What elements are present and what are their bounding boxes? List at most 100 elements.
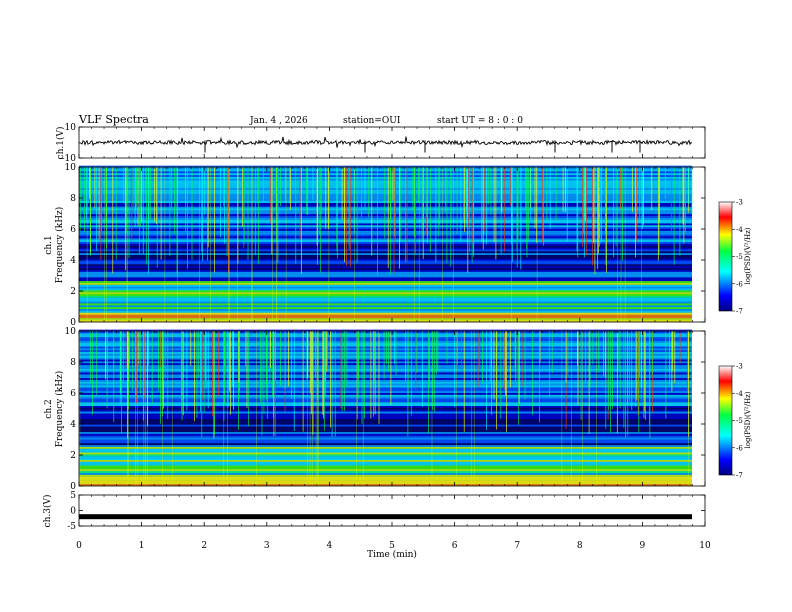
- spectrogram-band: [79, 348, 692, 351]
- spectrogram-band: [79, 178, 692, 181]
- spectrogram-band: [79, 456, 692, 459]
- spectrogram-band: [79, 476, 692, 479]
- y-tick-label: 8: [70, 194, 76, 204]
- ch1-spectrogram-spikes: [79, 167, 693, 322]
- x-tick-label: 9: [640, 541, 646, 551]
- spectrogram-band: [79, 392, 692, 395]
- colorbar-tick-label: -5: [736, 417, 743, 425]
- spectrogram-band: [79, 292, 692, 295]
- spectrogram-band: [79, 379, 692, 382]
- spectrogram-band: [79, 482, 692, 485]
- spectrogram-band: [79, 389, 692, 392]
- spectrogram-band: [79, 391, 692, 393]
- colorbar-tick-label: -7: [736, 472, 743, 480]
- figure-title: VLF Spectra: [78, 113, 149, 126]
- y-tick-label: 6: [70, 225, 76, 235]
- spectrogram-band: [79, 467, 692, 470]
- spectrogram-band: [79, 484, 692, 486]
- date-label: Jan. 4 , 2026: [249, 116, 308, 126]
- ch1-waveform-trace: [78, 136, 693, 149]
- spectrogram-band: [79, 320, 692, 322]
- spectrogram-band: [79, 201, 692, 203]
- spectrogram-band: [79, 204, 692, 207]
- y-tick-label: 0: [70, 507, 76, 517]
- spectrogram-band: [79, 471, 692, 473]
- spectrogram-band: [79, 424, 692, 427]
- ch3-waveform-trace: [79, 514, 692, 520]
- spectrogram-band: [79, 376, 692, 379]
- colorbar-ticks: -3 -4 -5 -6 -7 -3 -4 -5 -6 -7: [732, 199, 743, 480]
- x-tick-label: 2: [201, 541, 207, 551]
- spectrogram-band: [79, 184, 692, 187]
- spectrogram-band: [79, 295, 692, 298]
- spectrogram-band: [79, 251, 692, 254]
- spectrogram-band: [79, 208, 692, 211]
- spectrogram-band: [79, 474, 692, 477]
- spectrogram-band: [79, 288, 692, 291]
- y-tick-label: 4: [70, 256, 76, 266]
- ch3-waveform-frame: [78, 494, 706, 527]
- spectrogram-band: [79, 314, 692, 317]
- ch1-waveform-ylabel: ch.1(V): [55, 127, 66, 160]
- spectrogram-band: [79, 227, 692, 229]
- spectrogram-band: [79, 199, 692, 202]
- spectrogram-band: [79, 267, 692, 270]
- spectrogram-band: [79, 260, 692, 263]
- spectrogram-band: [79, 444, 692, 447]
- spectrogram-band: [79, 228, 692, 231]
- spectrogram-band: [79, 312, 692, 315]
- spectrogram-band: [79, 411, 692, 414]
- x-tick-label: 7: [514, 541, 520, 551]
- spectrogram-band: [79, 368, 692, 371]
- spectrogram-band: [79, 366, 692, 369]
- spectrogram-band: [79, 385, 692, 388]
- spectrogram-band: [79, 407, 692, 410]
- spectrogram-band: [79, 480, 692, 483]
- colorbar-tick-label: -7: [736, 308, 743, 316]
- spectrogram-band: [79, 247, 692, 250]
- spectrogram-band: [79, 187, 692, 190]
- spectrogram-band: [79, 422, 692, 425]
- spectrogram-band: [79, 418, 692, 421]
- y-tick-label: 8: [70, 358, 76, 368]
- spectrogram-band: [79, 355, 692, 358]
- spectrogram-band: [79, 461, 692, 464]
- spectrogram-band: [79, 219, 692, 222]
- spectrogram-band: [79, 206, 692, 209]
- spectrogram-band: [79, 381, 692, 384]
- spectrogram-band: [79, 256, 692, 259]
- spectrogram-band: [79, 383, 692, 386]
- spectrogram-band: [79, 374, 692, 377]
- spectrogram-band: [79, 180, 692, 183]
- ch1-colorbar-label: log(PSD)(V²/Hz): [744, 227, 752, 284]
- spectrogram-band: [79, 316, 692, 319]
- colorbar-tick-label: -5: [736, 253, 743, 261]
- spectrogram-band: [79, 305, 692, 308]
- spectrogram-band: [79, 249, 692, 252]
- spectrogram-band: [79, 439, 692, 442]
- spectrogram-band: [79, 353, 692, 356]
- spectrogram-band: [79, 394, 692, 397]
- spectrogram-band: [79, 221, 692, 224]
- spectrogram-band: [79, 230, 692, 233]
- spectrogram-band: [79, 167, 692, 170]
- x-tick-label: 6: [452, 541, 458, 551]
- spectrogram-band: [79, 303, 692, 306]
- spectrogram-band: [79, 409, 692, 412]
- spectrogram-band: [79, 426, 692, 429]
- spectrogram-band: [79, 243, 692, 246]
- spectrogram-band: [79, 169, 692, 172]
- spectrogram-band: [79, 307, 692, 309]
- ch2-spectrogram-bands: [79, 329, 692, 486]
- ch2-spectrogram-ylabel: Frequency (kHz): [54, 371, 65, 448]
- spectrogram-band: [79, 282, 692, 285]
- colorbar-tick-label: -3: [736, 199, 743, 207]
- spectrogram-band: [79, 365, 692, 367]
- spectrogram-band: [79, 277, 692, 280]
- spectrogram-band: [79, 331, 692, 334]
- spectrogram-band: [79, 338, 692, 341]
- spectrogram-band: [79, 405, 692, 408]
- spectrogram-band: [79, 176, 692, 179]
